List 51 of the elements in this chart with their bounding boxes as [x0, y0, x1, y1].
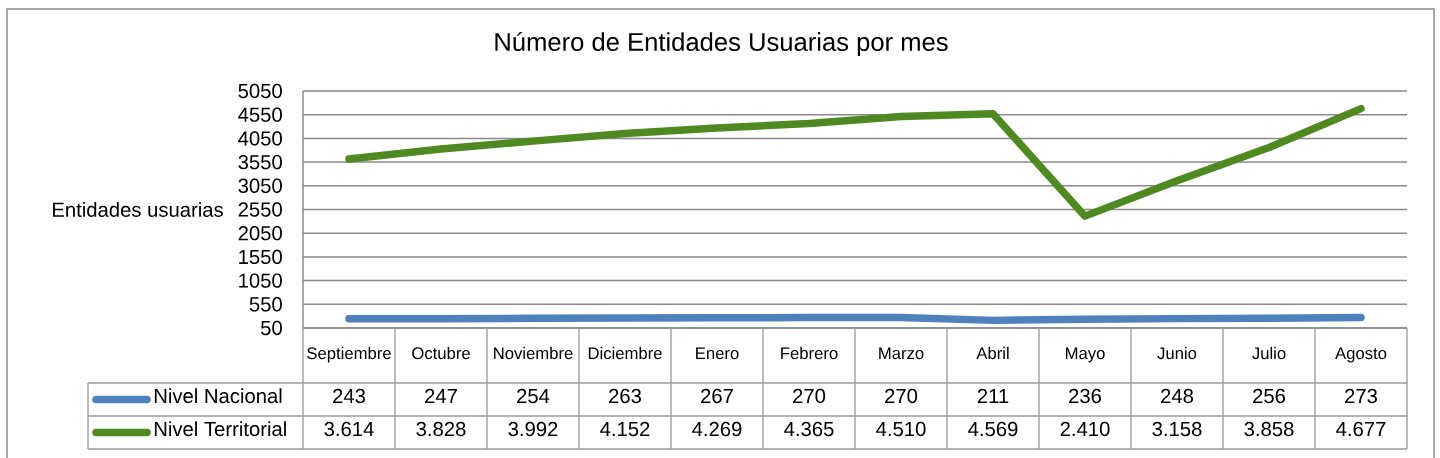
data-label: 236 [1069, 388, 1102, 404]
data-label: 254 [517, 388, 550, 404]
data-label: 3.858 [1244, 421, 1294, 437]
legend-label: Nivel Nacional [154, 388, 282, 404]
data-label: 273 [1345, 388, 1378, 404]
x-tick-label: Mayo [1065, 347, 1105, 363]
data-label: 4.510 [876, 421, 926, 437]
x-tick-label: Julio [1252, 346, 1286, 360]
y-tick-label: 2050 [238, 226, 282, 241]
x-tick-label: Febrero [781, 346, 838, 360]
data-label: 263 [609, 388, 642, 404]
x-tick-label: Enero [696, 347, 739, 360]
y-tick-label: 50 [261, 320, 282, 336]
data-label: 270 [793, 388, 826, 404]
data-label: 3.828 [416, 421, 466, 437]
y-tick-label: 4550 [238, 107, 282, 122]
y-tick-label: 4050 [238, 131, 282, 146]
x-tick-label: Abril [976, 346, 1009, 360]
data-label: 4.569 [968, 421, 1018, 437]
x-tick-label: Septiembre [307, 346, 391, 363]
x-tick-label: Octubre [412, 346, 470, 360]
data-label: 2.410 [1060, 421, 1110, 437]
chart-title: Número de Entidades Usuarias por mes [495, 31, 948, 57]
y-tick-label: 1050 [239, 273, 282, 288]
data-label: 3.158 [1152, 421, 1202, 437]
x-tick-label: Noviembre [494, 346, 573, 360]
y-tick-label: 1550 [239, 249, 282, 265]
data-label: 3.992 [508, 421, 558, 437]
data-label: 267 [701, 388, 733, 404]
data-label: 247 [425, 388, 457, 403]
data-label: 270 [885, 388, 918, 404]
y-tick-label: 3550 [238, 154, 282, 170]
legend-label: Nivel Territorial [154, 421, 286, 437]
y-tick-label: 3050 [238, 178, 282, 193]
data-label: 211 [977, 388, 1009, 403]
data-label: 256 [1253, 388, 1286, 404]
data-label: 4.365 [784, 421, 834, 437]
x-tick-label: Marzo [879, 347, 924, 360]
y-tick-label: 2550 [238, 202, 282, 217]
data-label: 243 [333, 388, 366, 404]
x-tick-label: Diciembre [588, 346, 662, 360]
data-label: 3.614 [324, 421, 374, 437]
x-tick-label: Agosto [1335, 347, 1387, 363]
y-axis-title: Entidades usuarias [53, 202, 223, 217]
x-tick-label: Junio [1157, 346, 1197, 360]
data-label: 4.677 [1336, 421, 1386, 437]
y-tick-label: 550 [249, 297, 282, 312]
y-tick-label: 5050 [238, 83, 282, 99]
data-label: 248 [1161, 388, 1194, 404]
data-label: 4.269 [692, 421, 742, 437]
data-label: 4.152 [600, 421, 650, 437]
